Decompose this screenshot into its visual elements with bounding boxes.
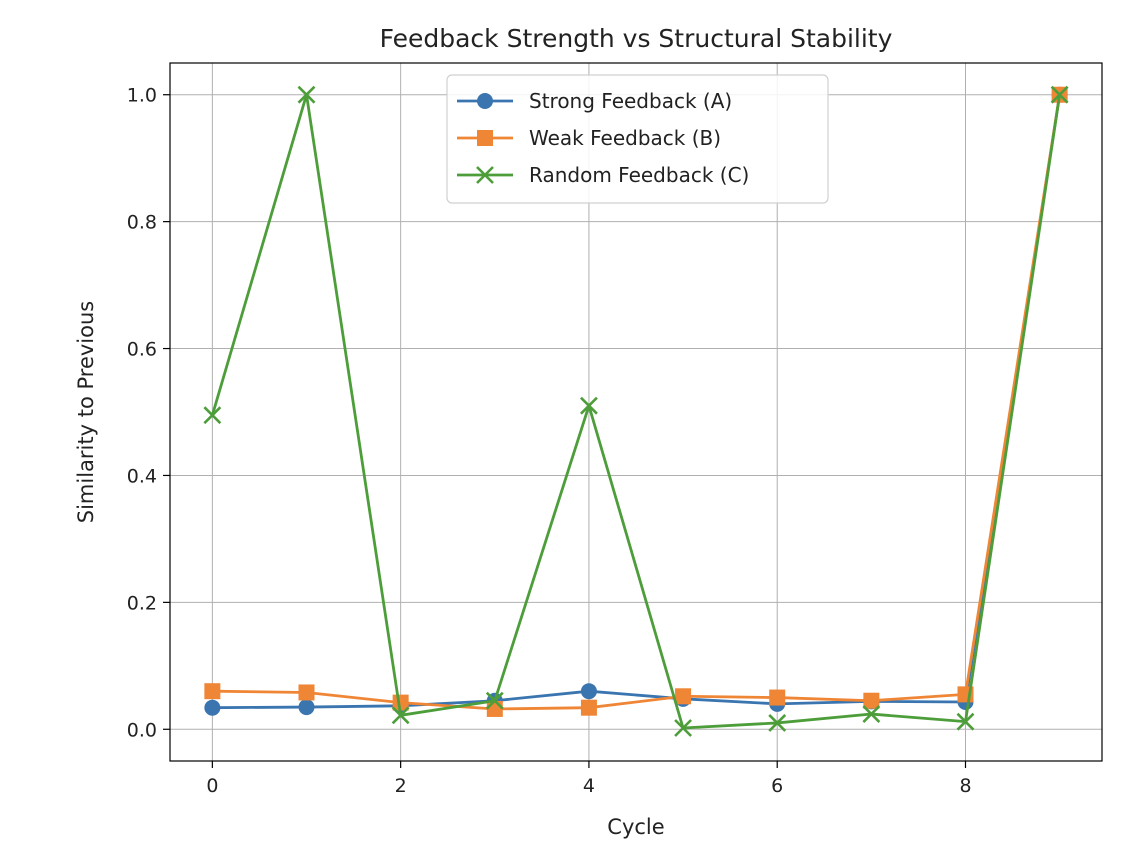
chart-title: Feedback Strength vs Structural Stabilit… xyxy=(380,24,893,53)
x-tick-label: 8 xyxy=(959,775,971,797)
series-layer xyxy=(203,85,1069,737)
y-tick-label: 0.6 xyxy=(127,339,157,361)
data-point xyxy=(768,714,787,732)
legend-label: Weak Feedback (B) xyxy=(529,126,721,150)
data-point xyxy=(863,692,880,709)
y-tick-label: 0.8 xyxy=(127,212,157,234)
data-point xyxy=(297,85,316,104)
legend-entry: Weak Feedback (B) xyxy=(457,126,721,150)
legend-label: Random Feedback (C) xyxy=(529,163,749,187)
x-tick-label: 4 xyxy=(583,775,595,797)
data-point xyxy=(486,700,503,717)
data-point xyxy=(204,683,221,700)
ticks-layer: 0 2 4 6 8 0.0 0.2 0.4 0.6 0.8 1.0 xyxy=(127,85,972,797)
data-point xyxy=(675,688,692,705)
legend-marker xyxy=(476,166,494,184)
data-point xyxy=(204,699,221,716)
data-point xyxy=(392,694,409,711)
series-line xyxy=(212,94,1062,710)
series-x xyxy=(203,85,1069,737)
y-tick-label: 1.0 xyxy=(127,85,157,107)
data-point xyxy=(580,683,597,700)
data-point xyxy=(485,691,504,710)
data-point xyxy=(956,712,975,731)
plot-frame xyxy=(169,62,1103,762)
data-point xyxy=(203,406,222,425)
data-point xyxy=(298,699,315,716)
x-tick-label: 0 xyxy=(206,775,218,797)
y-tick-label: 0.2 xyxy=(127,592,157,614)
data-point xyxy=(391,706,410,725)
data-point xyxy=(1050,85,1069,104)
data-point xyxy=(769,689,786,706)
legend: Strong Feedback (A) Weak Feedback (B) Rand… xyxy=(446,74,829,204)
data-point xyxy=(580,699,597,716)
series-line xyxy=(212,94,1062,711)
y-axis-label: Similarity to Previous xyxy=(74,301,98,523)
x-axis-label: Cycle xyxy=(607,815,664,839)
x-tick-label: 2 xyxy=(395,775,407,797)
data-point xyxy=(862,705,881,723)
x-tick-label: 6 xyxy=(771,775,783,797)
series-line xyxy=(211,93,1062,730)
data-point xyxy=(580,396,598,415)
legend-entry: Random Feedback (C) xyxy=(457,163,749,187)
data-point xyxy=(298,684,315,701)
legend-marker xyxy=(477,93,493,109)
y-tick-label: 0.0 xyxy=(127,719,157,741)
legend-entry: Strong Feedback (A) xyxy=(457,89,732,113)
legend-marker xyxy=(477,130,493,146)
legend-label: Strong Feedback (A) xyxy=(529,89,732,113)
legend-box xyxy=(446,74,829,204)
y-tick-label: 0.4 xyxy=(127,465,157,487)
data-point xyxy=(674,719,692,737)
